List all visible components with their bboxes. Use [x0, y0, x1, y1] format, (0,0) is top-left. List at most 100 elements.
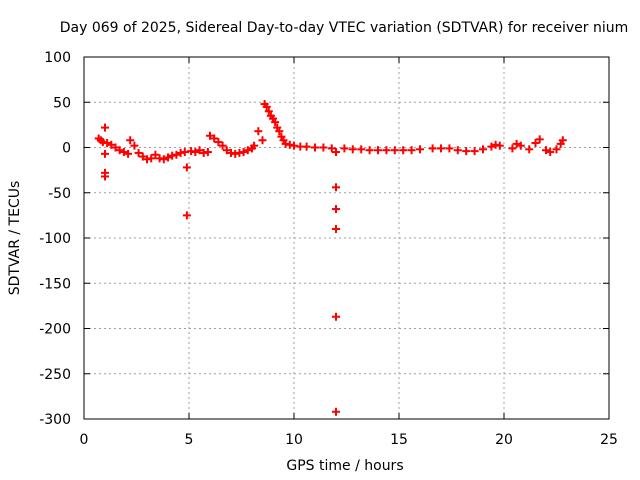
data-point — [164, 153, 172, 162]
data-point — [172, 150, 181, 159]
x-tick-label: 20 — [495, 432, 513, 448]
data-point — [239, 148, 248, 157]
plot-frame — [83, 56, 610, 420]
data-point — [332, 148, 340, 157]
y-tick-label: 0 — [62, 141, 71, 157]
data-point — [264, 107, 273, 116]
data-point — [134, 148, 143, 157]
data-point — [250, 141, 259, 150]
data-point — [382, 146, 391, 155]
data-point — [332, 312, 340, 321]
y-tick-label: -50 — [48, 186, 71, 202]
data-point — [130, 141, 139, 150]
grid-lines — [84, 57, 609, 419]
data-point — [535, 135, 544, 144]
data-point — [119, 148, 128, 157]
y-tick-label: -300 — [39, 412, 71, 428]
data-point — [182, 211, 191, 220]
data-point — [453, 146, 462, 155]
data-point — [138, 152, 147, 161]
x-axis-label: GPS time / hours — [286, 458, 403, 474]
x-tick-label: 10 — [285, 432, 303, 448]
data-point — [101, 172, 109, 181]
data-point — [111, 143, 120, 152]
data-point — [101, 123, 109, 132]
data-point — [206, 131, 214, 140]
data-point — [195, 146, 204, 155]
x-tick-label: 25 — [600, 432, 618, 448]
y-tick-label: -200 — [39, 322, 71, 338]
data-point — [311, 143, 319, 152]
data-point — [445, 144, 454, 153]
data-point — [101, 149, 109, 158]
data-point — [479, 145, 487, 154]
y-tick-labels: 100 50 0 -50 -100 -150 -200 -250 -300 — [39, 50, 71, 428]
data-point — [222, 146, 231, 155]
chart-title: Day 069 of 2025, Sidereal Day-to-day VTE… — [60, 20, 629, 36]
data-point — [399, 146, 408, 155]
data-point — [203, 148, 212, 157]
data-point — [124, 149, 133, 158]
data-point — [365, 146, 374, 155]
y-tick-label: -100 — [39, 231, 71, 247]
data-point — [357, 145, 366, 154]
data-point — [214, 138, 223, 147]
data-point — [210, 134, 219, 143]
data-point — [107, 140, 116, 149]
data-point — [271, 118, 280, 127]
y-tick-label: 100 — [44, 50, 71, 66]
data-point — [159, 155, 168, 164]
data-point — [470, 147, 479, 156]
data-point — [258, 136, 267, 145]
data-point — [542, 146, 550, 155]
y-axis-label: SDTVAR / TECUs — [7, 181, 23, 296]
data-point — [151, 150, 160, 159]
data-point — [302, 142, 311, 151]
data-point — [327, 144, 336, 153]
data-point — [126, 136, 135, 145]
x-tick-labels: 0 5 10 15 20 25 — [80, 432, 618, 448]
data-point — [332, 205, 340, 214]
data-point — [428, 144, 437, 153]
data-point — [182, 163, 191, 172]
data-point — [275, 127, 284, 136]
data-point — [243, 146, 252, 155]
data-point — [319, 143, 328, 152]
data-point — [390, 146, 399, 155]
data-point — [332, 407, 340, 416]
data-point — [103, 138, 112, 147]
data-point — [495, 141, 504, 150]
data-point — [254, 127, 263, 136]
data-point — [558, 136, 567, 145]
y-tick-label: -150 — [39, 276, 71, 292]
data-point — [516, 141, 525, 150]
data-point — [546, 148, 555, 157]
data-point — [340, 144, 349, 153]
data-point — [462, 147, 471, 156]
data-point — [115, 146, 124, 155]
data-point — [512, 139, 521, 148]
data-point — [332, 224, 340, 233]
data-point — [147, 154, 156, 163]
data-point — [487, 142, 496, 151]
data-point — [191, 148, 200, 157]
data-point — [374, 146, 382, 155]
data-point — [416, 145, 424, 154]
data-point — [262, 102, 271, 111]
data-point — [531, 138, 540, 147]
data-point — [552, 145, 561, 154]
data-point — [407, 146, 416, 155]
x-tick-label: 5 — [185, 432, 194, 448]
data-point — [348, 145, 357, 154]
y-tick-label: -250 — [39, 367, 71, 383]
data-point — [437, 144, 445, 153]
data-point — [525, 145, 534, 154]
x-tick-label: 15 — [390, 432, 408, 448]
data-point — [332, 183, 340, 192]
data-point — [508, 144, 517, 153]
data-points — [94, 100, 567, 416]
x-tick-label: 0 — [80, 432, 89, 448]
y-tick-label: 50 — [53, 95, 71, 111]
data-point — [218, 141, 227, 150]
